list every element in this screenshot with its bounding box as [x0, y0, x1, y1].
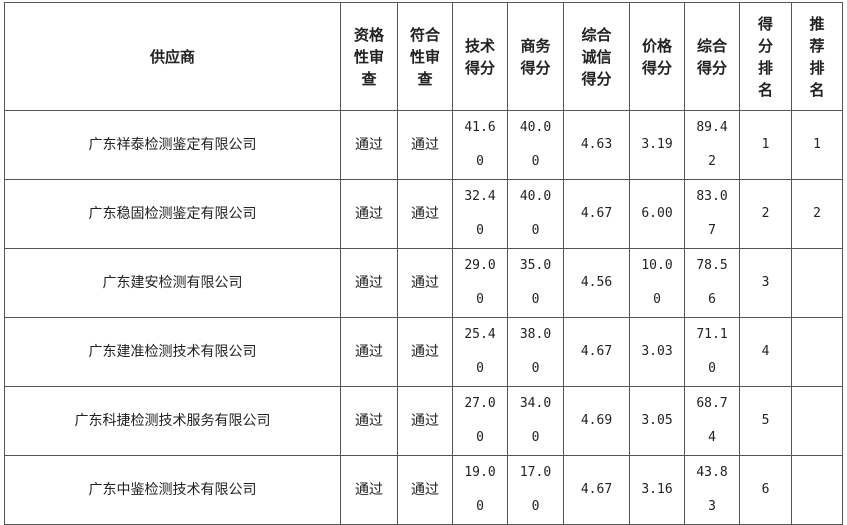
- cell-total: 83.07: [684, 179, 740, 249]
- cell-business: 17.00: [507, 455, 564, 525]
- cell-compliance: 通过: [397, 455, 453, 525]
- header-recommend-rank: 推荐排名: [791, 2, 843, 111]
- table-row: 广东中鉴检测技术有限公司 通过 通过 19.00 17.00 4.67 3.16 43.83 6: [4, 455, 843, 525]
- cell-integrity: 4.67: [563, 179, 630, 249]
- cell-supplier: 广东建准检测技术有限公司: [4, 317, 341, 387]
- cell-technical: 19.00: [452, 455, 508, 525]
- cell-compliance: 通过: [397, 317, 453, 387]
- cell-price: 3.19: [629, 110, 685, 180]
- header-qualification: 资格性审查: [340, 2, 398, 111]
- cell-price: 3.03: [629, 317, 685, 387]
- cell-integrity: 4.69: [563, 386, 630, 456]
- cell-qualification: 通过: [340, 386, 398, 456]
- header-technical: 技术得分: [452, 2, 508, 111]
- cell-score-rank: 5: [739, 386, 792, 456]
- cell-compliance: 通过: [397, 248, 453, 318]
- cell-score-rank: 1: [739, 110, 792, 180]
- cell-technical: 27.00: [452, 386, 508, 456]
- cell-recommend-rank: [791, 248, 843, 318]
- cell-supplier: 广东建安检测有限公司: [4, 248, 341, 318]
- cell-supplier: 广东科捷检测技术服务有限公司: [4, 386, 341, 456]
- cell-qualification: 通过: [340, 248, 398, 318]
- cell-total: 71.10: [684, 317, 740, 387]
- cell-total: 89.42: [684, 110, 740, 180]
- cell-supplier: 广东中鉴检测技术有限公司: [4, 455, 341, 525]
- evaluation-results-table: 供应商 资格性审查 符合性审查 技术得分 商务得分 综合诚信得分 价格得分 综合…: [4, 2, 843, 525]
- cell-technical: 29.00: [452, 248, 508, 318]
- table-row: 广东祥泰检测鉴定有限公司 通过 通过 41.60 40.00 4.63 3.19 89.42 1…: [4, 110, 843, 180]
- cell-qualification: 通过: [340, 110, 398, 180]
- cell-supplier: 广东祥泰检测鉴定有限公司: [4, 110, 341, 180]
- cell-supplier: 广东稳固检测鉴定有限公司: [4, 179, 341, 249]
- cell-technical: 32.40: [452, 179, 508, 249]
- cell-business: 38.00: [507, 317, 564, 387]
- table-row: 广东科捷检测技术服务有限公司 通过 通过 27.00 34.00 4.69 3.05 68.7…: [4, 386, 843, 456]
- cell-compliance: 通过: [397, 179, 453, 249]
- cell-recommend-rank: [791, 386, 843, 456]
- header-total: 综合得分: [684, 2, 740, 111]
- header-integrity: 综合诚信得分: [563, 2, 630, 111]
- cell-price: 3.05: [629, 386, 685, 456]
- header-score-rank: 得分排名: [739, 2, 792, 111]
- header-supplier: 供应商: [4, 2, 341, 111]
- cell-integrity: 4.67: [563, 455, 630, 525]
- table-row: 广东建安检测有限公司 通过 通过 29.00 35.00 4.56 10.00 78.56 3: [4, 248, 843, 318]
- cell-price: 6.00: [629, 179, 685, 249]
- header-compliance: 符合性审查: [397, 2, 453, 111]
- cell-total: 78.56: [684, 248, 740, 318]
- table-row: 广东稳固检测鉴定有限公司 通过 通过 32.40 40.00 4.67 6.00 83.07 2…: [4, 179, 843, 249]
- cell-score-rank: 6: [739, 455, 792, 525]
- cell-qualification: 通过: [340, 317, 398, 387]
- cell-qualification: 通过: [340, 179, 398, 249]
- cell-recommend-rank: 2: [791, 179, 843, 249]
- cell-score-rank: 2: [739, 179, 792, 249]
- header-business: 商务得分: [507, 2, 564, 111]
- cell-score-rank: 4: [739, 317, 792, 387]
- cell-technical: 25.40: [452, 317, 508, 387]
- header-price: 价格得分: [629, 2, 685, 111]
- cell-business: 40.00: [507, 110, 564, 180]
- cell-recommend-rank: 1: [791, 110, 843, 180]
- cell-compliance: 通过: [397, 110, 453, 180]
- cell-recommend-rank: [791, 455, 843, 525]
- cell-price: 3.16: [629, 455, 685, 525]
- cell-integrity: 4.67: [563, 317, 630, 387]
- header-row: 供应商 资格性审查 符合性审查 技术得分 商务得分 综合诚信得分 价格得分 综合…: [4, 2, 843, 111]
- cell-integrity: 4.63: [563, 110, 630, 180]
- cell-total: 68.74: [684, 386, 740, 456]
- cell-business: 40.00: [507, 179, 564, 249]
- cell-recommend-rank: [791, 317, 843, 387]
- table-row: 广东建准检测技术有限公司 通过 通过 25.40 38.00 4.67 3.03 71.10 4: [4, 317, 843, 387]
- cell-integrity: 4.56: [563, 248, 630, 318]
- cell-business: 35.00: [507, 248, 564, 318]
- cell-technical: 41.60: [452, 110, 508, 180]
- cell-compliance: 通过: [397, 386, 453, 456]
- cell-total: 43.83: [684, 455, 740, 525]
- cell-business: 34.00: [507, 386, 564, 456]
- cell-price: 10.00: [629, 248, 685, 318]
- cell-qualification: 通过: [340, 455, 398, 525]
- cell-score-rank: 3: [739, 248, 792, 318]
